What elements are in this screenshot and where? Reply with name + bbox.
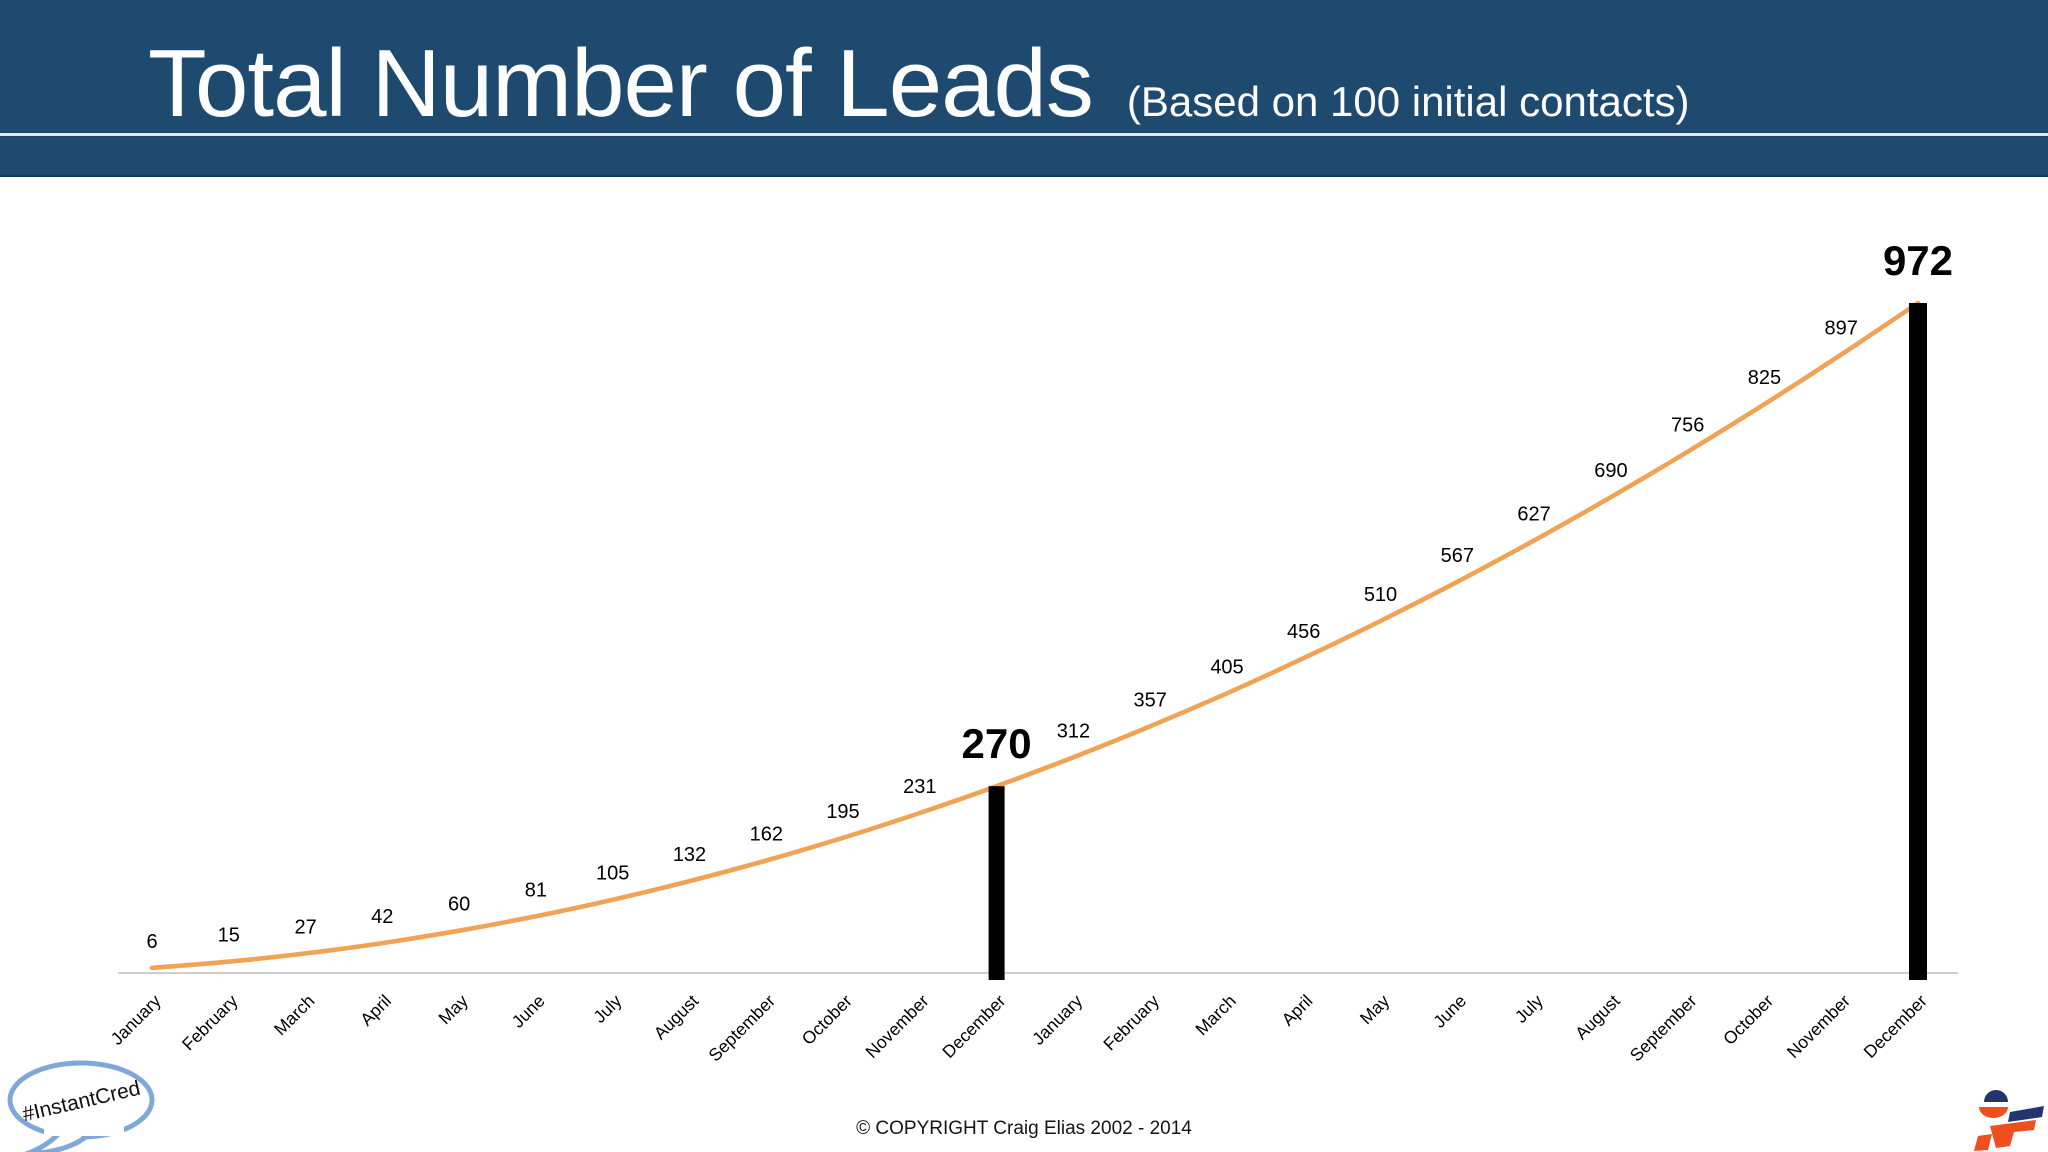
month-label: January [1028,991,1086,1049]
month-label: December [1860,991,1931,1062]
month-label: February [1099,991,1163,1055]
month-label: March [270,991,319,1040]
month-label: July [1511,991,1547,1027]
emphasis-value-label: 270 [962,720,1032,767]
value-label: 690 [1594,460,1627,482]
value-label: 312 [1057,720,1090,742]
value-label: 60 [448,894,470,916]
month-label: May [1356,991,1394,1029]
speech-bubble-fill [44,1118,124,1136]
month-label: July [589,991,625,1027]
page-subtitle: (Based on 100 initial contacts) [1126,78,1690,125]
value-label: 105 [596,863,629,885]
month-label: August [1571,991,1624,1044]
value-label: 195 [826,801,859,823]
month-label: December [938,991,1009,1062]
value-label: 405 [1210,656,1243,678]
emphasis-value-label: 972 [1883,237,1953,284]
month-label: February [178,991,242,1055]
value-label: 132 [673,844,706,866]
logo-dome [1984,1090,2008,1102]
value-label: 567 [1441,545,1474,567]
month-label: October [798,991,856,1049]
value-label: 357 [1134,689,1167,711]
logo-i-stem [1974,1134,1992,1151]
month-label: September [1626,991,1701,1066]
logo-bowl [1979,1107,2008,1118]
value-label: 6 [146,931,157,953]
month-label: November [861,991,932,1062]
value-label: 627 [1517,504,1550,526]
logo-f-mid-bar [1990,1120,2036,1148]
month-label: August [650,991,703,1044]
instantcred-logo-icon [1974,1090,2044,1151]
value-label: 27 [294,916,316,938]
title-row: Total Number of Leads (Based on 100 init… [148,36,1690,132]
emphasis-bar [988,786,1005,980]
month-label: September [704,991,779,1066]
value-label: 897 [1825,318,1858,340]
title-bar: Total Number of Leads (Based on 100 init… [0,0,2048,177]
logo-f-top-bar [2008,1106,2044,1122]
value-label: 456 [1287,621,1320,643]
value-label: 42 [371,906,393,928]
month-label: June [1429,991,1470,1032]
copyright-text: © COPYRIGHT Craig Elias 2002 - 2014 [856,1118,1192,1139]
trend-line [149,300,1921,971]
month-label: March [1191,991,1240,1040]
emphasis-bar [1909,303,1927,980]
month-label: May [434,991,472,1029]
month-label: April [356,991,395,1030]
month-label: January [107,991,165,1049]
month-label: April [1278,991,1317,1030]
value-label: 15 [218,925,240,947]
value-label: 81 [525,879,547,901]
month-label: October [1719,991,1777,1049]
speech-bubble-icon: #InstantCred [7,1060,155,1152]
value-label: 510 [1364,584,1397,606]
value-label: 162 [750,824,783,846]
value-label: 825 [1748,367,1781,389]
value-label: 756 [1671,415,1704,437]
month-label: June [508,991,549,1032]
month-label: November [1783,991,1854,1062]
page-title: Total Number of Leads [148,30,1094,137]
value-label: 231 [903,776,936,798]
title-underline [0,133,2048,136]
